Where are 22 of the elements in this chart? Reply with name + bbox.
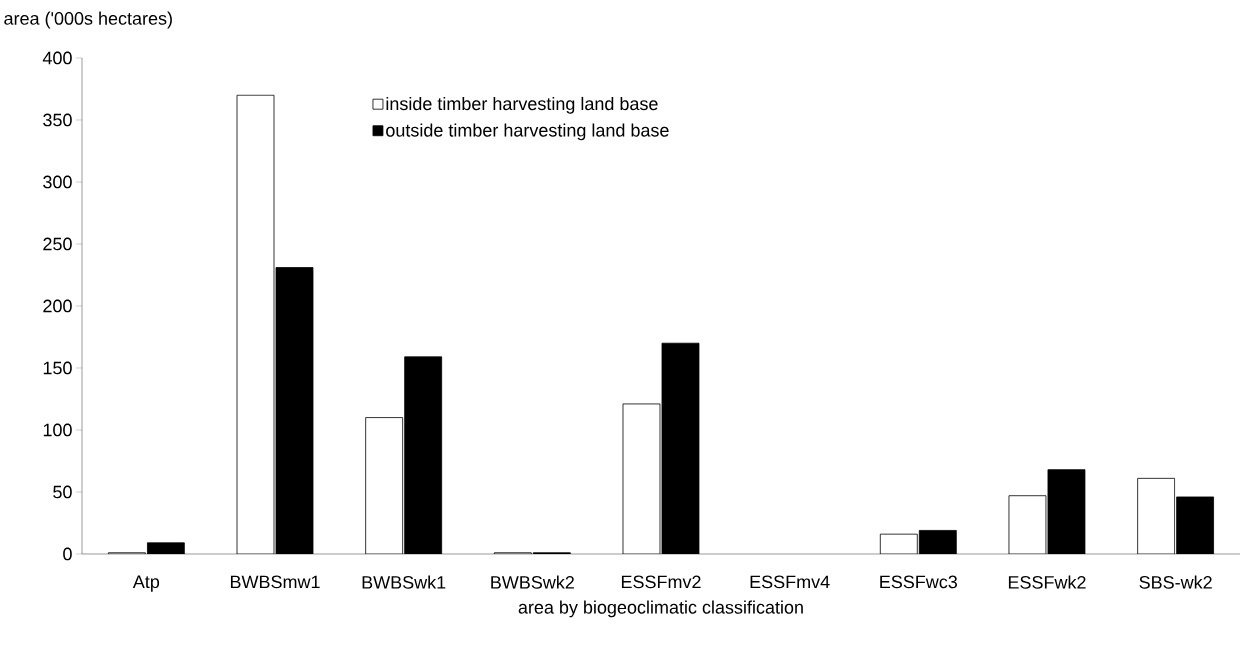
x-tick-label: SBS-wk2 [1139,575,1212,589]
y-tick-label: 350 [43,113,72,127]
y-tick-label: 250 [43,237,72,251]
legend-label: inside timber harvesting land base [386,96,658,114]
x-tick-label: Atp [132,575,160,592]
legend-label: outside timber harvesting land base [386,123,669,141]
y-tick-label: 300 [43,175,72,189]
y-tick-label: 200 [43,299,72,313]
x-tick-label: BWBSwk2 [491,575,574,589]
x-tick-label: ESSFwc3 [880,575,958,589]
x-tick-label: BWBSwk1 [362,575,446,589]
y-tick-label: 150 [43,361,72,375]
x-tick-label: ESSFwk2 [1008,575,1086,589]
y-tick-label: 0 [63,547,72,561]
y-axis-title: area ('000s hectares) [4,11,172,29]
y-tick-label: 100 [43,423,72,437]
x-tick-label: ESSFmv2 [621,575,701,589]
y-tick-label: 50 [53,485,72,499]
x-axis-title: area by biogeoclimatic classification [518,600,803,618]
x-tick-label: BWBSmw1 [230,575,320,589]
x-tick-label: ESSFmv4 [750,575,830,589]
y-tick-label: 400 [42,51,72,65]
